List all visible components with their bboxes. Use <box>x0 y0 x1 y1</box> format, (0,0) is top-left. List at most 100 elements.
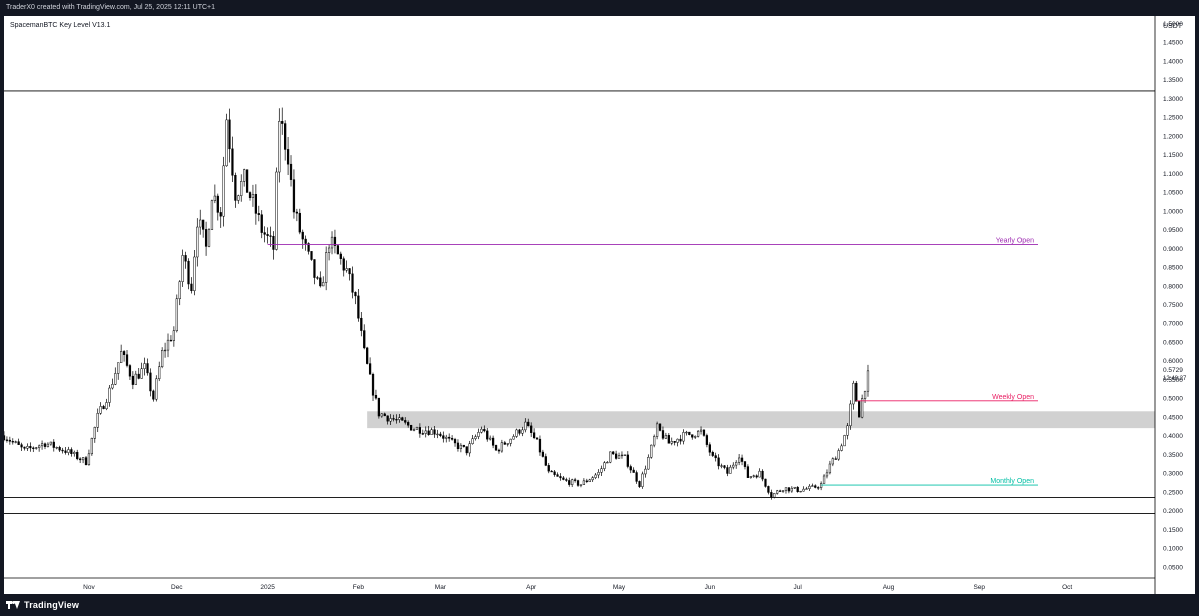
candle-body[interactable] <box>140 368 143 379</box>
candle-body[interactable] <box>99 406 102 414</box>
candle-body[interactable] <box>67 449 70 453</box>
candle-body[interactable] <box>23 446 26 449</box>
candle-body[interactable] <box>90 438 93 455</box>
candle-body[interactable] <box>852 382 855 405</box>
candle-body[interactable] <box>298 212 301 233</box>
candle-body[interactable] <box>623 454 627 456</box>
candle-body[interactable] <box>49 441 52 445</box>
candle-body[interactable] <box>582 480 586 485</box>
candle-body[interactable] <box>512 436 515 440</box>
candle-body[interactable] <box>178 281 181 300</box>
candle-body[interactable] <box>286 149 290 165</box>
footer-brand[interactable]: TradingView <box>24 600 80 610</box>
candle-body[interactable] <box>790 487 793 492</box>
candle-body[interactable] <box>483 428 486 432</box>
candle-body[interactable] <box>644 468 647 475</box>
candle-body[interactable] <box>866 370 870 392</box>
candle-body[interactable] <box>814 485 817 488</box>
candle-body[interactable] <box>35 447 38 449</box>
candle-body[interactable] <box>360 317 363 331</box>
candle-body[interactable] <box>717 457 720 467</box>
candle-body[interactable] <box>345 268 348 271</box>
candle-body[interactable] <box>858 401 861 418</box>
candle-body[interactable] <box>819 483 823 488</box>
candle-body[interactable] <box>609 451 612 463</box>
candle-body[interactable] <box>415 427 419 430</box>
candle-body[interactable] <box>172 330 175 341</box>
candle-body[interactable] <box>225 119 228 167</box>
candle-body[interactable] <box>456 442 460 449</box>
candle-body[interactable] <box>632 469 635 473</box>
candle-body[interactable] <box>371 373 375 396</box>
candle-body[interactable] <box>445 436 448 439</box>
candle-body[interactable] <box>409 424 413 431</box>
candle-body[interactable] <box>626 454 629 467</box>
candle-body[interactable] <box>5 439 9 441</box>
candle-body[interactable] <box>234 175 237 201</box>
candle-body[interactable] <box>834 458 837 460</box>
candle-body[interactable] <box>377 397 381 417</box>
candle-body[interactable] <box>38 445 41 448</box>
candle-body[interactable] <box>664 435 668 439</box>
candle-body[interactable] <box>442 435 445 439</box>
candle-body[interactable] <box>770 492 773 498</box>
candle-body[interactable] <box>711 451 714 456</box>
candle-body[interactable] <box>32 447 35 449</box>
candle-body[interactable] <box>705 435 709 445</box>
candle-body[interactable] <box>166 339 170 351</box>
candle-body[interactable] <box>641 473 644 487</box>
candle-body[interactable] <box>524 421 527 431</box>
candle-body[interactable] <box>594 474 597 478</box>
candle-body[interactable] <box>699 429 703 432</box>
candle-body[interactable] <box>243 169 246 182</box>
candle-body[interactable] <box>781 490 785 492</box>
candle-body[interactable] <box>245 169 249 193</box>
candle-body[interactable] <box>576 480 580 486</box>
candle-body[interactable] <box>210 200 214 230</box>
candle-body[interactable] <box>796 486 799 492</box>
candle-body[interactable] <box>73 451 76 454</box>
candle-body[interactable] <box>673 441 676 443</box>
candle-body[interactable] <box>784 487 788 492</box>
candle-body[interactable] <box>284 123 287 150</box>
candle-body[interactable] <box>527 421 530 427</box>
candle-body[interactable] <box>799 490 802 493</box>
candle-body[interactable] <box>240 181 243 196</box>
candle-body[interactable] <box>530 425 533 433</box>
candle-body[interactable] <box>319 277 322 287</box>
candle-body[interactable] <box>591 477 594 481</box>
candle-body[interactable] <box>553 471 556 475</box>
candle-body[interactable] <box>257 213 260 215</box>
candle-body[interactable] <box>465 446 468 454</box>
candle-body[interactable] <box>837 450 840 460</box>
candle-body[interactable] <box>380 413 383 417</box>
candle-body[interactable] <box>635 472 638 482</box>
candle-body[interactable] <box>726 467 729 474</box>
candle-body[interactable] <box>76 451 79 460</box>
candle-body[interactable] <box>120 351 123 363</box>
candle-body[interactable] <box>289 163 293 180</box>
candle-body[interactable] <box>248 192 252 198</box>
candle-body[interactable] <box>436 433 439 436</box>
candle-body[interactable] <box>863 390 867 399</box>
candle-body[interactable] <box>477 432 480 437</box>
candle-body[interactable] <box>714 455 717 459</box>
candle-body[interactable] <box>213 195 216 201</box>
candle-body[interactable] <box>729 466 732 474</box>
candle-body[interactable] <box>735 462 738 466</box>
candle-body[interactable] <box>237 195 240 201</box>
candle-body[interactable] <box>199 219 202 228</box>
candle-body[interactable] <box>843 435 846 447</box>
candle-body[interactable] <box>544 456 547 466</box>
candle-body[interactable] <box>222 165 225 217</box>
candle-body[interactable] <box>468 443 471 454</box>
candle-body[interactable] <box>427 430 430 435</box>
candle-body[interactable] <box>559 476 562 479</box>
candle-body[interactable] <box>825 472 829 477</box>
candle-body[interactable] <box>278 121 281 173</box>
candle-body[interactable] <box>688 431 691 435</box>
candle-body[interactable] <box>152 390 155 400</box>
candle-body[interactable] <box>565 479 568 481</box>
candle-body[interactable] <box>316 277 319 279</box>
candle-body[interactable] <box>313 259 316 278</box>
